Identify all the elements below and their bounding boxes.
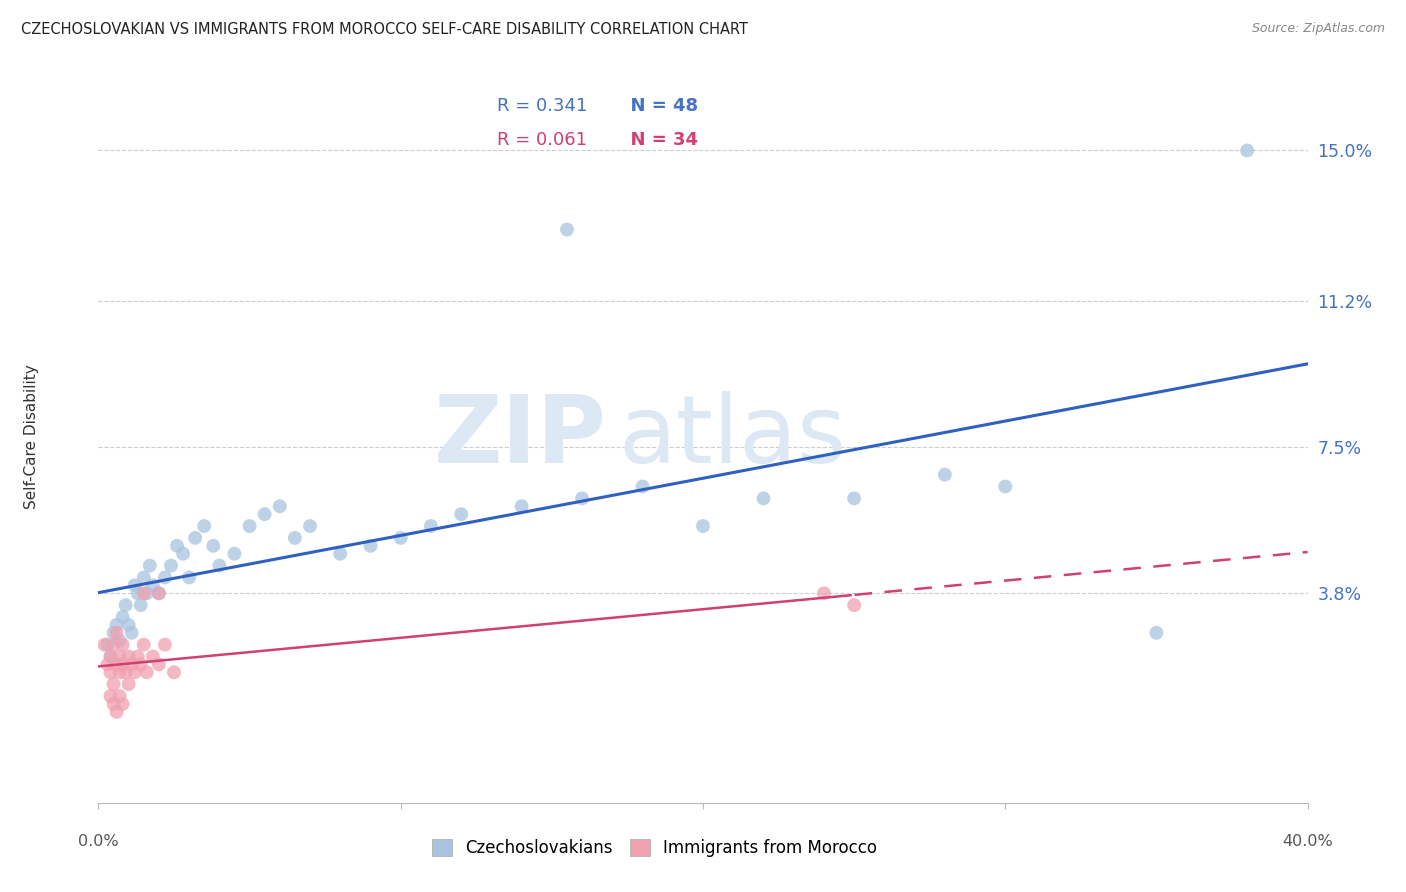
Point: [132, 586, 155, 600]
Point: [389, 531, 412, 545]
Point: [163, 665, 186, 680]
Point: [153, 638, 176, 652]
Point: [132, 638, 155, 652]
Point: [142, 649, 165, 664]
Point: [510, 500, 533, 514]
Point: [142, 578, 165, 592]
Point: [129, 598, 152, 612]
Point: [994, 479, 1017, 493]
Point: [111, 610, 134, 624]
Point: [114, 665, 136, 680]
Point: [299, 519, 322, 533]
Point: [108, 689, 131, 703]
Point: [166, 539, 188, 553]
Point: [329, 547, 352, 561]
Point: [135, 665, 157, 680]
Point: [105, 625, 128, 640]
Point: [105, 657, 128, 672]
Point: [118, 649, 141, 664]
Point: [96, 638, 118, 652]
Point: [105, 618, 128, 632]
Point: [103, 638, 125, 652]
Point: [108, 665, 131, 680]
Point: [692, 519, 714, 533]
Point: [1144, 625, 1167, 640]
Point: [100, 689, 122, 703]
Point: [934, 467, 956, 482]
Point: [253, 507, 276, 521]
Text: N = 48: N = 48: [619, 97, 699, 115]
Point: [100, 649, 122, 664]
Point: [111, 638, 134, 652]
Point: [193, 519, 215, 533]
Point: [96, 657, 118, 672]
Text: R = 0.061: R = 0.061: [498, 131, 588, 149]
Point: [148, 586, 170, 600]
Text: 0.0%: 0.0%: [79, 834, 118, 849]
Point: [360, 539, 382, 553]
Point: [284, 531, 307, 545]
Point: [148, 586, 170, 600]
Point: [179, 570, 201, 584]
Point: [114, 598, 136, 612]
Point: [108, 633, 131, 648]
Point: [111, 697, 134, 711]
Point: [184, 531, 207, 545]
Point: [844, 491, 866, 506]
Point: [844, 598, 866, 612]
Point: [121, 625, 143, 640]
Text: 40.0%: 40.0%: [1282, 834, 1333, 849]
Point: [111, 657, 134, 672]
Text: atlas: atlas: [619, 391, 846, 483]
Text: N = 34: N = 34: [619, 131, 699, 149]
Point: [118, 618, 141, 632]
Point: [752, 491, 775, 506]
Point: [1236, 144, 1258, 158]
Point: [224, 547, 246, 561]
Point: [127, 586, 149, 600]
Text: Self-Care Disability: Self-Care Disability: [24, 365, 39, 509]
Point: [103, 697, 125, 711]
Text: Source: ZipAtlas.com: Source: ZipAtlas.com: [1251, 22, 1385, 36]
Text: ZIP: ZIP: [433, 391, 606, 483]
Point: [103, 677, 125, 691]
Point: [239, 519, 262, 533]
Point: [420, 519, 443, 533]
Point: [103, 625, 125, 640]
Text: CZECHOSLOVAKIAN VS IMMIGRANTS FROM MOROCCO SELF-CARE DISABILITY CORRELATION CHAR: CZECHOSLOVAKIAN VS IMMIGRANTS FROM MOROC…: [21, 22, 748, 37]
Point: [127, 649, 149, 664]
Point: [269, 500, 291, 514]
Point: [129, 657, 152, 672]
Point: [108, 649, 131, 664]
Point: [555, 222, 578, 236]
Point: [124, 665, 146, 680]
Point: [148, 657, 170, 672]
Legend: Czechoslovakians, Immigrants from Morocco: Czechoslovakians, Immigrants from Morocc…: [426, 832, 884, 864]
Point: [202, 539, 225, 553]
Point: [121, 657, 143, 672]
Point: [631, 479, 654, 493]
Point: [153, 570, 176, 584]
Point: [450, 507, 472, 521]
Text: R = 0.341: R = 0.341: [498, 97, 588, 115]
Point: [105, 705, 128, 719]
Point: [139, 558, 162, 573]
Point: [135, 586, 157, 600]
Point: [100, 649, 122, 664]
Point: [93, 638, 115, 652]
Point: [813, 586, 835, 600]
Point: [124, 578, 146, 592]
Point: [172, 547, 194, 561]
Point: [118, 677, 141, 691]
Point: [160, 558, 183, 573]
Point: [571, 491, 593, 506]
Point: [100, 665, 122, 680]
Point: [208, 558, 231, 573]
Point: [132, 570, 155, 584]
